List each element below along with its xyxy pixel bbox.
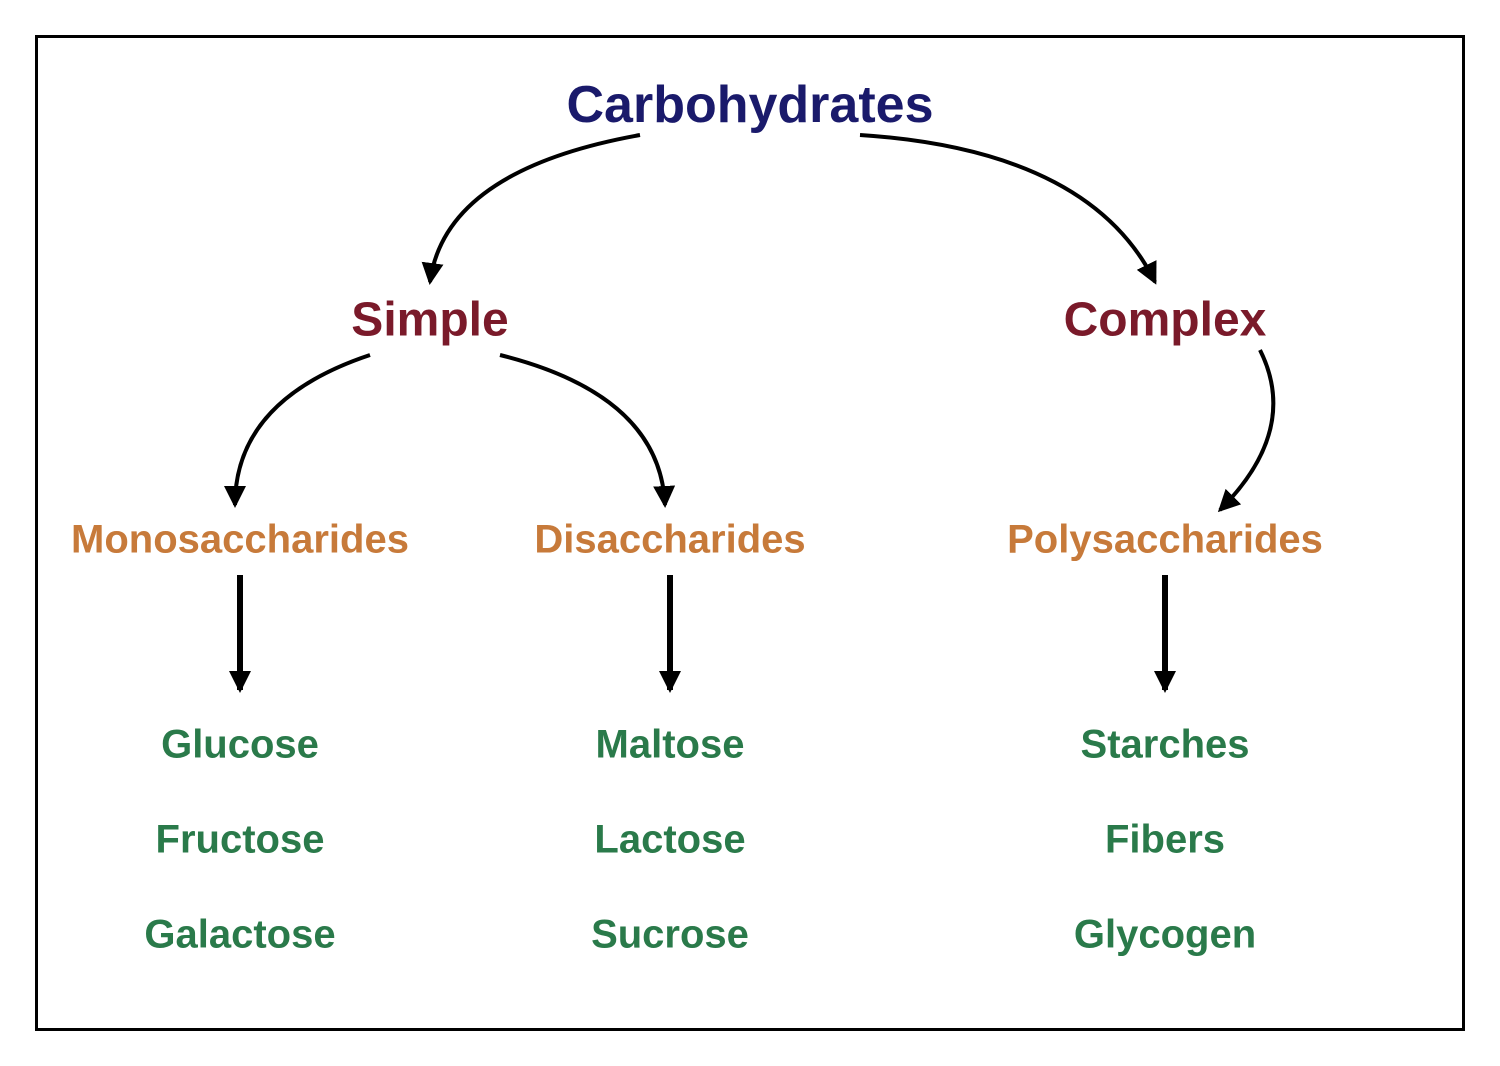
example-poly-1: Fibers — [1105, 818, 1225, 863]
example-di-1: Lactose — [594, 818, 745, 863]
node-simple: Simple — [351, 293, 508, 348]
example-poly-2: Glycogen — [1074, 913, 1256, 958]
example-di-0: Maltose — [596, 723, 745, 768]
example-mono-2: Galactose — [144, 913, 335, 958]
example-mono-1: Fructose — [156, 818, 325, 863]
example-poly-0: Starches — [1081, 723, 1250, 768]
node-complex: Complex — [1064, 293, 1267, 348]
node-monosaccharides: Monosaccharides — [71, 518, 409, 563]
node-polysaccharides: Polysaccharides — [1007, 518, 1323, 563]
node-root: Carbohydrates — [567, 75, 934, 135]
example-di-2: Sucrose — [591, 913, 749, 958]
example-mono-0: Glucose — [161, 723, 319, 768]
node-disaccharides: Disaccharides — [534, 518, 805, 563]
